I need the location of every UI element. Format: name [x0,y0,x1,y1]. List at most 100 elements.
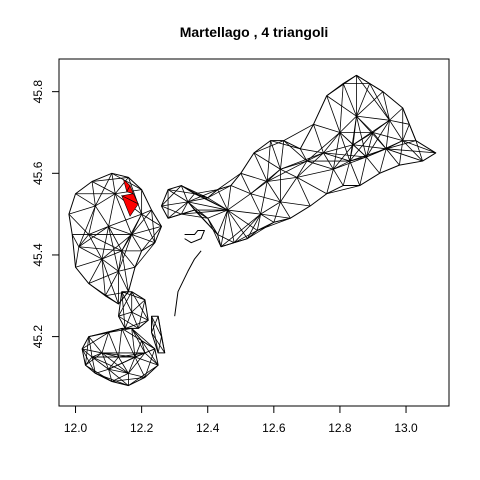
mesh-edge [296,160,308,178]
mesh-edge [283,140,308,162]
mesh-edge [91,181,116,195]
y-axis: 45.2 45.4 45.6 45.8 [31,80,60,349]
mesh-edge [382,91,390,121]
mesh-edge [240,173,252,194]
mesh-edge [114,193,133,235]
mesh-edge [253,152,268,182]
mesh-edge [151,316,159,354]
y-tick-label: 45.2 [31,325,45,349]
mesh-edge [280,152,324,170]
mesh-edge [141,226,162,252]
mesh-edge [260,181,268,215]
mesh-edge [187,201,195,211]
mesh-edge [385,148,400,166]
mesh-edge [161,201,188,207]
mesh-edge [389,119,410,125]
mesh-edge [141,213,162,227]
mesh-edge [323,132,341,154]
region-southwest-lobe [81,327,159,387]
y-tick-label: 45.8 [31,80,45,104]
mesh-edge [151,316,159,333]
mesh-edge [296,177,311,207]
mesh-edge [101,332,109,354]
mesh-edge [108,356,119,370]
mesh-edge [356,91,384,117]
mesh-edge [180,185,189,203]
mesh-edge [118,250,123,272]
mesh-edge [257,217,291,231]
mesh-edge [326,95,341,133]
mesh-edge [75,193,96,207]
mesh-edge [88,270,119,284]
mesh-edge [349,160,361,186]
mesh-edge [333,156,367,170]
region-outline [160,74,437,248]
mesh-edge [88,328,122,337]
mesh-edge [273,201,281,223]
mesh-edge [342,160,351,186]
mesh-edge [131,209,152,235]
mesh-edge [68,205,96,215]
mesh-edge [81,332,109,350]
mesh-edge [230,185,251,195]
mesh-edge [111,372,129,382]
mesh-edge [111,173,116,194]
mesh-edge [101,352,136,358]
mesh-edge [247,213,261,239]
mesh-edge [111,172,142,190]
mesh-edge [180,201,189,215]
mesh-edge [194,189,218,195]
mesh-edge [207,218,222,247]
mesh-edge [118,356,129,374]
mesh-edge [300,148,324,154]
mesh-edge [104,271,119,296]
mesh-edge [247,221,275,239]
mesh-edge [227,185,232,211]
mesh-edge [266,181,281,203]
mesh-edge [108,225,132,235]
mesh-edge [118,234,133,272]
mesh-edge [194,193,228,211]
mesh-edge [88,258,103,284]
mesh-edge [151,210,156,243]
x-tick-label: 12.6 [262,421,286,435]
mesh-edge [366,156,380,174]
mesh-edge [95,193,116,207]
mesh-edge [101,352,129,374]
mesh-edge [194,209,218,235]
mesh-edge [118,328,123,358]
highlighted-triangles [120,178,139,217]
mesh-edge [187,189,218,203]
mesh-edge [217,209,228,235]
mesh-edge [399,140,404,166]
mesh-edge [270,140,281,170]
mesh-edge [217,189,228,211]
mesh-edge [128,352,146,374]
mesh-edge [85,364,113,382]
mesh-edge [227,193,251,211]
mesh-edge [372,132,387,150]
line-lido-islands [184,229,205,244]
mesh-edge [207,197,228,211]
mesh-edge [253,152,281,170]
triangulation-mesh [68,74,437,387]
mesh-edge [88,226,109,235]
mesh-edge [167,189,189,203]
mesh-edge [296,177,327,195]
mesh-edge [161,205,182,215]
mesh-edge [372,119,390,133]
x-tick-label: 13.0 [394,421,418,435]
mesh-edge [75,246,80,268]
mesh-edge [95,205,109,227]
mesh-edge [207,185,232,199]
mesh-edge [134,356,159,366]
mesh-edge [91,356,109,370]
mesh-edge [250,193,281,203]
mesh-edge [332,132,341,170]
mesh-edge [128,356,136,374]
mesh-edge [306,152,324,162]
mesh-edge [167,201,189,219]
mesh-edge [85,336,90,366]
mesh-edge [280,168,298,178]
mesh-edge [402,140,436,154]
